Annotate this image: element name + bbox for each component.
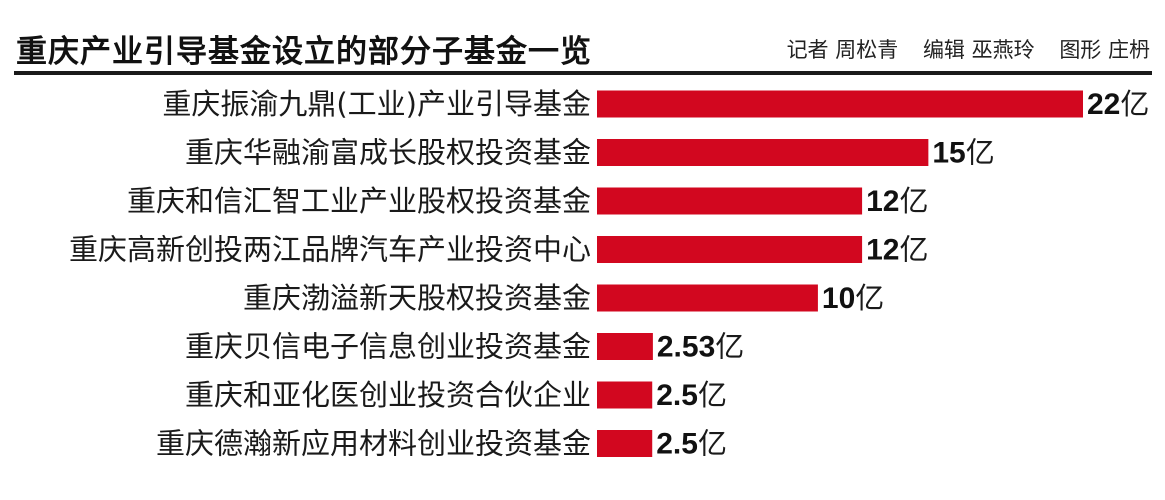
- value-number: 12: [866, 185, 899, 218]
- category-label: 重庆和亚化医创业投资合伙企业: [185, 378, 591, 412]
- category-label: 重庆贝信电子信息创业投资基金: [185, 330, 591, 364]
- value-number: 10: [822, 282, 855, 315]
- value-number: 2.53: [657, 330, 715, 363]
- value-unit: 亿: [698, 378, 727, 412]
- bar: [597, 333, 653, 360]
- value-label: 22亿: [1087, 87, 1149, 121]
- credit-reporter: 记者 周松青: [786, 38, 899, 62]
- category-label: 重庆振渝九鼎(工业)产业引导基金: [162, 87, 591, 121]
- value-label: 10亿: [822, 281, 884, 315]
- value-label: 12亿: [866, 233, 928, 267]
- bar: [597, 187, 863, 215]
- value-label: 2.5亿: [656, 378, 727, 412]
- value-label: 15亿: [932, 136, 994, 170]
- value-unit: 亿: [966, 136, 995, 170]
- credit-graphics: 图形 庄枬: [1059, 38, 1150, 62]
- value-label: 2.53亿: [657, 330, 744, 364]
- value-number: 2.5: [656, 379, 698, 412]
- bar: [597, 90, 1083, 118]
- bar: [597, 430, 653, 457]
- value-label: 12亿: [866, 184, 928, 218]
- value-unit: 亿: [1120, 87, 1149, 121]
- value-unit: 亿: [899, 184, 928, 218]
- credit-editor: 编辑 巫燕玲: [922, 38, 1035, 62]
- title-rule: [14, 71, 1152, 75]
- value-unit: 亿: [698, 427, 727, 461]
- bar: [597, 284, 818, 312]
- value-number: 12: [866, 233, 899, 266]
- credits: 记者 周松青 编辑 巫燕玲 图形 庄枬: [787, 34, 1150, 64]
- value-label: 2.5亿: [656, 427, 727, 461]
- chart-header: 重庆产业引导基金设立的部分子基金一览 记者 周松青 编辑 巫燕玲 图形 庄枬: [14, 26, 1154, 72]
- category-label: 重庆德瀚新应用材料创业投资基金: [156, 427, 591, 461]
- value-number: 2.5: [656, 427, 698, 460]
- value-number: 15: [932, 136, 965, 169]
- category-label: 重庆和信汇智工业产业股权投资基金: [127, 184, 591, 218]
- value-number: 22: [1087, 88, 1120, 121]
- bar: [597, 381, 653, 409]
- category-label: 重庆高新创投两江品牌汽车产业投资中心: [69, 233, 591, 267]
- value-unit: 亿: [715, 330, 744, 364]
- chart-title: 重庆产业引导基金设立的部分子基金一览: [16, 34, 592, 70]
- category-label: 重庆渤溢新天股权投资基金: [243, 281, 591, 315]
- category-label: 重庆华融渝富成长股权投资基金: [185, 136, 591, 170]
- value-unit: 亿: [855, 281, 884, 315]
- value-unit: 亿: [899, 233, 928, 267]
- bar: [597, 139, 929, 166]
- bar: [597, 236, 863, 263]
